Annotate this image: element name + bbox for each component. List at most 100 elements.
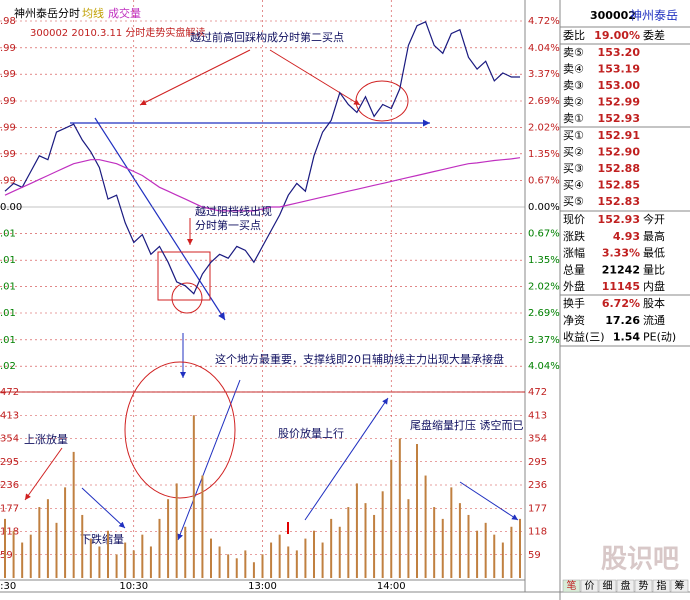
- volume-bar: [252, 562, 255, 578]
- volume-bar: [304, 538, 307, 578]
- volume-bar: [98, 546, 101, 578]
- volume-bar: [295, 550, 298, 578]
- y-tick-label-left: 295: [0, 457, 19, 468]
- volume-bar: [407, 499, 410, 578]
- stat-label: 量比: [643, 263, 665, 276]
- y2-tick-label: .99: [0, 43, 16, 54]
- tab[interactable]: 价: [585, 580, 595, 592]
- volume-bar: [398, 438, 401, 578]
- volume-bar: [12, 530, 15, 578]
- tab[interactable]: 成交量: [108, 6, 141, 20]
- tab-bg[interactable]: [580, 579, 599, 593]
- y-tick-label: 236: [528, 480, 547, 491]
- arrow: [269, 49, 361, 106]
- arrow: [81, 487, 126, 529]
- volume-bar: [29, 534, 32, 578]
- volume-bar: [313, 530, 315, 578]
- volume-bar: [175, 483, 178, 578]
- tab[interactable]: 细: [603, 579, 613, 592]
- tab-bg[interactable]: [562, 579, 581, 593]
- tab-bg[interactable]: [670, 579, 689, 593]
- tab[interactable]: 盘: [621, 579, 631, 592]
- highlight: [157, 251, 211, 301]
- y2-tick-label: .01: [0, 282, 16, 293]
- y2-tick-label: .99: [0, 69, 16, 80]
- x-tick-label: 9:30: [0, 581, 16, 592]
- y-tick-label: 118: [528, 527, 547, 538]
- x-tick-label: 14:00: [377, 581, 406, 592]
- tab-bg[interactable]: [652, 579, 671, 593]
- y-tick-label: 0.67%: [528, 176, 560, 187]
- tab[interactable]: 均线: [82, 6, 104, 20]
- y-tick-label: 413: [528, 410, 547, 421]
- trend-line: [94, 117, 226, 321]
- tab[interactable]: 笔: [567, 579, 577, 592]
- tab[interactable]: 势: [639, 579, 649, 592]
- volume-bar: [227, 554, 230, 578]
- stat-label: 现价: [563, 213, 585, 226]
- y2-tick-label: 0.00: [0, 202, 22, 213]
- y-tick-label: 0.00%: [528, 202, 560, 213]
- y-tick-label: 472: [528, 387, 547, 398]
- book-label: 卖②: [563, 96, 584, 109]
- tab-bg[interactable]: [598, 579, 617, 593]
- volume-bar: [338, 526, 341, 578]
- arrow: [459, 481, 519, 521]
- price-line: [4, 157, 521, 212]
- arrow: [304, 397, 389, 521]
- tab[interactable]: 指: [657, 579, 667, 592]
- volume-bar: [218, 546, 221, 578]
- volume-bar: [441, 518, 444, 578]
- y-tick-label: 1.35%: [528, 255, 560, 266]
- y-tick-label: 177: [528, 503, 547, 514]
- y2-tick-label: .01: [0, 228, 16, 239]
- y-tick-label: 59: [528, 550, 541, 561]
- x-tick-label: 13:00: [248, 581, 277, 592]
- volume-bar: [55, 522, 58, 578]
- volume-bar: [149, 546, 152, 578]
- book-price: 152.90: [598, 146, 641, 159]
- label: 委比: [563, 29, 585, 42]
- volume-bar: [81, 514, 84, 578]
- x-tick-label: 10:30: [119, 581, 148, 592]
- annotation: 越过前高回踩构成分时第二买点: [190, 30, 344, 44]
- stat-label: 内盘: [643, 279, 665, 293]
- book-price: 152.85: [598, 179, 640, 192]
- y2-tick-label: .01: [0, 335, 16, 346]
- volume-bar: [476, 530, 479, 578]
- volume-bar: [132, 550, 135, 578]
- stat-value: 152.93: [598, 213, 640, 226]
- book-label: 买①: [563, 129, 584, 142]
- stat-label: 总量: [563, 262, 585, 276]
- volume-bar: [270, 542, 273, 578]
- stat-label: PE(动): [643, 331, 676, 344]
- volume-bar: [381, 491, 384, 578]
- y-tick-label: 4.04%: [528, 43, 560, 54]
- volume-bar: [287, 546, 290, 578]
- y-tick-label: 3.37%: [528, 335, 560, 346]
- volume-bar: [38, 507, 41, 578]
- value: 19.00%: [594, 29, 640, 42]
- tab[interactable]: 筹: [675, 579, 685, 592]
- y-tick-label: 295: [528, 457, 547, 468]
- volume-bar: [390, 459, 393, 578]
- book-price: 152.91: [598, 129, 640, 142]
- tab[interactable]: 分时: [58, 7, 80, 20]
- volume-bar: [467, 514, 470, 578]
- stock-code: 300002: [590, 9, 636, 22]
- y2-tick-label: .02: [0, 361, 16, 372]
- tab-bg[interactable]: [634, 579, 653, 593]
- stat-value: 21242: [602, 263, 640, 276]
- annotation: 这个地方最重要，支撑线即20日辅助线主力出现大量承接盘: [215, 352, 504, 366]
- tab-bg[interactable]: [616, 579, 635, 593]
- y-tick-label-left: 236: [0, 480, 19, 491]
- book-label: 买⑤: [563, 195, 584, 208]
- y-tick-label: 2.69%: [528, 308, 560, 319]
- volume-bar: [373, 514, 376, 578]
- volume-bar: [519, 518, 521, 578]
- book-label: 买④: [563, 179, 584, 192]
- stat-label: 流通: [643, 313, 665, 327]
- volume-bar: [330, 518, 333, 578]
- stat-label: 净资: [563, 313, 585, 327]
- arrow: [139, 49, 251, 106]
